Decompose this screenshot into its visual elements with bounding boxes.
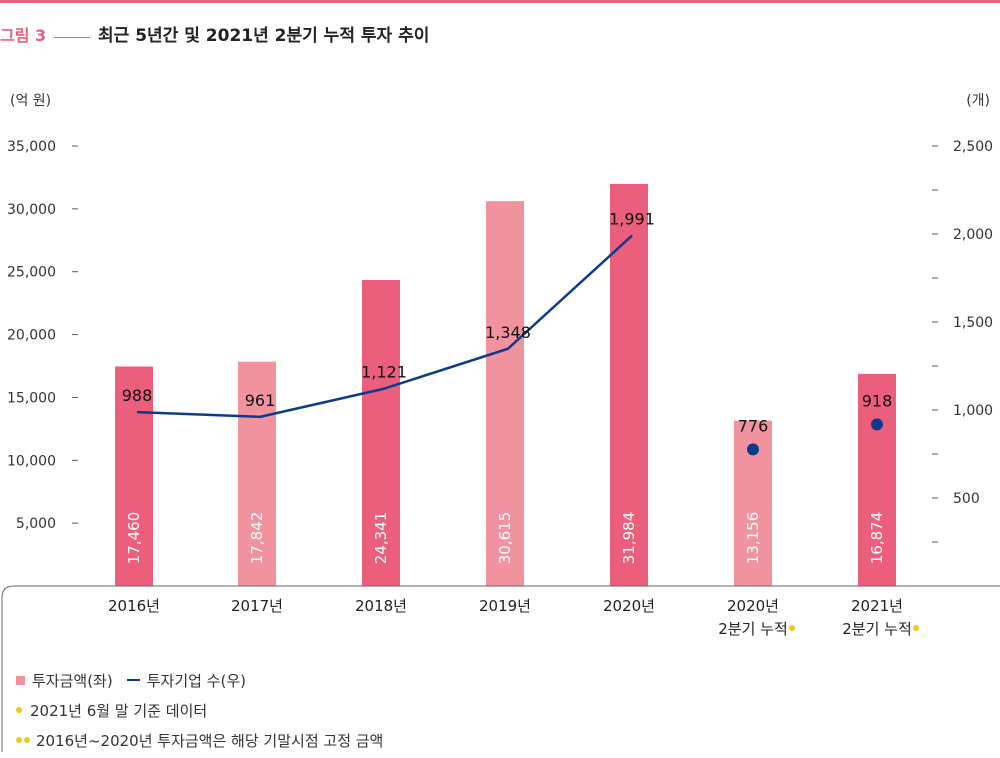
- legend-bar-swatch: [16, 675, 25, 685]
- footnote-dot-icon: [16, 737, 22, 743]
- left-tick-label: 25,000: [7, 265, 56, 281]
- x-category-label: 2020년: [727, 597, 779, 615]
- x-category-label: 2021년: [851, 597, 903, 615]
- line-series: [136, 234, 633, 419]
- bar: [858, 373, 896, 586]
- line-point-label: 1,121: [361, 363, 407, 382]
- x-category-label: 2020년: [603, 597, 655, 615]
- legend-note-1: 2021년 6월 말 기준 데이터: [30, 701, 208, 720]
- x-category-label: 2016년: [108, 597, 160, 615]
- bar-value-label: 31,984: [620, 512, 638, 565]
- footnote-dot-icon: [16, 707, 22, 713]
- x-category-label: 2018년: [355, 597, 407, 615]
- line-point-label: 961: [245, 391, 276, 410]
- right-tick-label: 500: [953, 491, 980, 507]
- bar: [238, 361, 276, 586]
- plot-baseline: [1, 585, 1000, 752]
- left-tick-label: 30,000: [7, 202, 56, 218]
- figure-label: 그림 3: [0, 26, 47, 45]
- x-category-label: 2019년: [479, 597, 531, 615]
- line-point-label: 1,348: [485, 323, 531, 342]
- legend: 투자금액(좌) 투자기업 수(우) 2021년 6월 말 기준 데이터 2016…: [16, 668, 383, 758]
- left-tick-label: 10,000: [7, 453, 56, 469]
- bar-value-label: 17,842: [248, 512, 266, 565]
- legend-bar-label: 투자금액(좌): [32, 671, 113, 690]
- bar: [486, 201, 524, 586]
- left-tick-label: 35,000: [7, 139, 56, 155]
- footnote-dot-icon: [913, 625, 919, 631]
- top-accent-line: [0, 0, 1000, 3]
- footnote-dot-icon: [24, 737, 30, 743]
- bar-value-label: 16,874: [868, 512, 886, 565]
- bar-value-label: 13,156: [744, 512, 762, 565]
- right-tick-label: 2,500: [953, 139, 993, 155]
- count-point-label: 776: [738, 416, 769, 435]
- right-tick-label: 1,000: [953, 403, 993, 419]
- line-point-label: 1,991: [609, 210, 655, 229]
- bar-value-label: 30,615: [496, 512, 514, 565]
- x-category-label: 2분기 누적: [842, 620, 912, 638]
- left-axis-unit: (억 원): [10, 93, 51, 109]
- figure-title: 최근 5년간 및 2021년 2분기 누적 투자 추이: [98, 26, 430, 46]
- footnote-dot-icon: [789, 625, 795, 631]
- right-tick-label: 2,000: [953, 227, 993, 243]
- count-point: [871, 418, 883, 431]
- bar-value-label: 24,341: [372, 512, 390, 565]
- x-category-label: 2017년: [231, 597, 283, 615]
- bar-value-label: 17,460: [125, 512, 143, 565]
- bar: [362, 279, 400, 586]
- left-tick-label: 5,000: [16, 516, 56, 532]
- legend-line-label: 투자기업 수(우): [146, 671, 246, 690]
- figure-label-rule: [54, 37, 90, 38]
- bar: [115, 366, 153, 586]
- legend-note-row-1: 2021년 6월 말 기준 데이터: [16, 698, 383, 722]
- legend-series-row: 투자금액(좌) 투자기업 수(우): [16, 668, 383, 692]
- line-point-label: 988: [122, 386, 153, 405]
- left-tick-label: 15,000: [7, 390, 56, 406]
- count-point-label: 918: [862, 391, 893, 410]
- legend-line-swatch: [126, 679, 140, 681]
- legend-note-2: 2016년~2020년 투자금액은 해당 기말시점 고정 금액: [36, 731, 384, 750]
- x-category-label: 2분기 누적: [718, 620, 788, 638]
- right-tick-label: 1,500: [953, 315, 993, 331]
- left-tick-label: 20,000: [7, 328, 56, 344]
- legend-note-row-2: 2016년~2020년 투자금액은 해당 기말시점 고정 금액: [16, 728, 383, 752]
- right-axis-unit: (개): [966, 93, 990, 109]
- count-point: [747, 443, 759, 456]
